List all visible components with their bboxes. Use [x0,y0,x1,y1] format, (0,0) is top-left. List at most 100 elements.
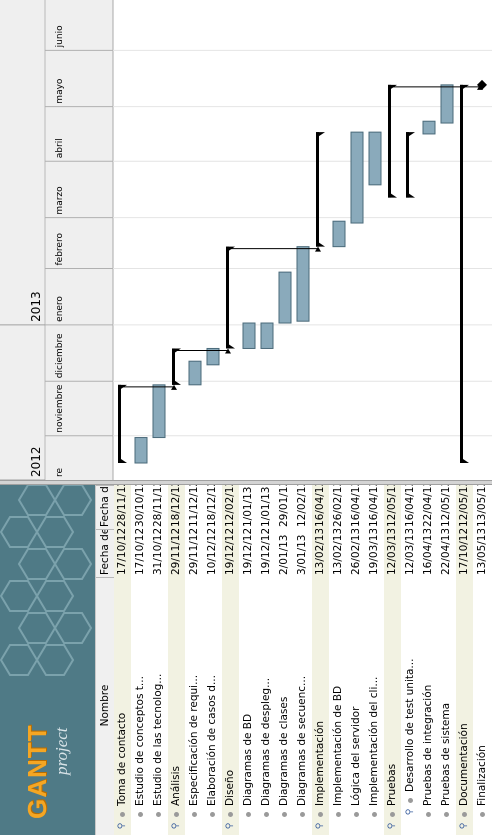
summary-start-cap [226,344,235,349]
brand-logo-text: GANTT [22,724,52,819]
task-name-label: Toma de contacto [116,712,128,806]
dependency-arrowhead [225,348,231,354]
task-end-cell: 16/04/13 [404,485,416,527]
task-row[interactable]: ⚲ Diseño 19/12/12 12/02/13 [222,485,240,835]
task-start-cell: 17/10/12 [116,529,128,575]
month-label: abril [55,138,65,158]
task-end-cell: 26/02/13 [332,485,344,527]
task-row[interactable]: Pruebas de integración 16/04/13 22/04/13 [420,485,438,835]
task-name-cell: ⚲ Diseño [222,573,239,835]
task-end-cell: 18/12/12 [206,485,218,527]
task-row[interactable]: Implementación de BD 13/02/13 26/02/13 [330,485,348,835]
task-row[interactable]: ⚲ Análisis 29/11/12 18/12/12 [168,485,186,835]
task-bullet-icon [155,812,161,817]
summary-bar [118,384,121,463]
task-name-cell: ⚲ Desarrollo de test unita... [402,559,419,835]
task-row[interactable]: ⚲ Implementación 13/02/13 16/04/13 [312,485,330,835]
task-bar [440,84,454,124]
task-bullet-icon [281,812,287,817]
task-start-cell: 19/03/13 [368,529,380,575]
task-name-cell: ⚲ Análisis [168,573,185,835]
column-header-name[interactable]: Nombre [96,577,114,835]
gantt-logo: GANTT project [0,485,95,835]
summary-start-cap [388,193,397,198]
task-bullet-icon [209,812,215,817]
task-row[interactable]: Elaboración de casos d... 10/12/12 18/12/1… [204,485,222,835]
hexagon-pattern-icon [0,485,93,676]
task-end-cell: 16/04/13 [314,485,326,527]
summary-bar [388,84,391,198]
task-start-cell: 17/10/12 [134,529,146,575]
task-name-cell: Diagramas de secuenc... [294,559,311,835]
task-end-cell: 12/02/13 [224,485,236,527]
task-name-cell: Implementación del cli... [366,559,383,835]
task-row[interactable]: Diagramas de despleg... 19/12/12 1/01/13 [258,485,276,835]
task-start-cell: 19/12/12 [242,529,254,575]
task-name-label: Implementación del cli... [368,676,380,806]
task-end-cell: 12/05/13 [458,485,470,527]
task-row[interactable]: Especificación de requi... 29/11/12 11/12/… [186,485,204,835]
task-bar [296,246,310,322]
expand-toggle-icon[interactable]: ⚲ [459,822,469,830]
task-row[interactable]: ⚲ Documentación 17/10/12 12/05/13 [456,485,474,835]
task-name-cell: Pruebas de integración [420,559,437,835]
panel-splitter[interactable] [0,480,492,485]
expand-toggle-icon[interactable]: ⚲ [405,808,415,816]
task-row[interactable]: ⚲ Pruebas 12/03/13 12/05/13 [384,485,402,835]
task-name-label: Diagramas de secuenc... [296,675,308,806]
expand-toggle-icon[interactable]: ⚲ [117,822,127,830]
task-bullet-icon [443,812,449,817]
expand-toggle-icon[interactable]: ⚲ [387,822,397,830]
task-bar [242,322,256,349]
task-bar [350,131,364,224]
task-row[interactable]: Estudio de conceptos t... 17/10/12 30/10/1… [132,485,150,835]
task-bullet-icon [389,812,395,817]
task-end-cell: 28/11/12 [116,485,128,527]
task-name-label: Desarrollo de test unita... [404,658,416,792]
task-name-label: Diagramas de despleg... [260,677,272,806]
task-row[interactable]: Estudio de las tecnolog... 31/10/12 28/11/… [150,485,168,835]
column-header-start[interactable]: Fecha de in... [96,529,114,577]
column-header-end[interactable]: Fecha de fin [96,485,114,529]
task-row[interactable]: Diagramas de clases 2/01/13 29/01/13 [276,485,294,835]
expand-toggle-icon[interactable]: ⚲ [315,822,325,830]
task-row[interactable]: ⚲ Desarrollo de test unita... 12/03/13 16/0… [402,485,420,835]
task-bar [278,271,292,324]
task-row[interactable]: Pruebas de sistema 22/04/13 12/05/13 [438,485,456,835]
task-end-cell: 1/01/13 [242,486,254,527]
task-name-cell: Finalización [474,559,491,835]
task-bar [134,437,148,464]
expand-toggle-icon[interactable]: ⚲ [171,822,181,830]
task-start-cell: 29/11/12 [188,529,200,575]
task-bullet-icon [425,812,431,817]
task-name-label: Diseño [224,769,236,806]
task-bar [422,120,436,135]
task-start-cell: 13/02/13 [332,529,344,575]
dependency-arrowhead [477,84,483,90]
summary-start-cap [316,242,325,247]
brand-sub-text: project [52,727,71,775]
table-header: Nombre Fecha de in... Fecha de fin [95,485,115,835]
task-start-cell: 2/01/13 [278,534,290,575]
task-bullet-icon [299,812,305,817]
expand-toggle-icon[interactable]: ⚲ [225,822,235,830]
task-row[interactable]: Implementación del cli... 19/03/13 16/04/1… [366,485,384,835]
task-row[interactable]: ⚲ Toma de contacto 17/10/12 28/11/12 [114,485,132,835]
task-bullet-icon [191,812,197,817]
task-bullet-icon [407,798,413,803]
task-row[interactable]: Diagramas de BD 19/12/12 1/01/13 [240,485,258,835]
task-name-cell: Diagramas de clases [276,559,293,835]
task-row[interactable]: Diagramas de secuenc... 3/01/13 12/02/13 [294,485,312,835]
summary-start-cap [118,459,127,463]
task-end-cell: 29/01/13 [278,485,290,527]
task-bullet-icon [245,812,251,817]
gantt-chart-canvas: 2012 2013 re noviembre diciembre enero febrero… [0,0,492,480]
task-start-cell: 13/02/13 [314,529,326,575]
task-bullet-icon [479,812,485,817]
task-row[interactable]: Lógica del servidor 26/02/13 16/04/13 [348,485,366,835]
summary-bar [226,246,229,349]
task-name-label: Diagramas de clases [278,696,290,806]
task-name-cell: Estudio de las tecnolog... [150,559,167,835]
task-row[interactable]: Finalización 13/05/13 13/05/13 [474,485,492,835]
